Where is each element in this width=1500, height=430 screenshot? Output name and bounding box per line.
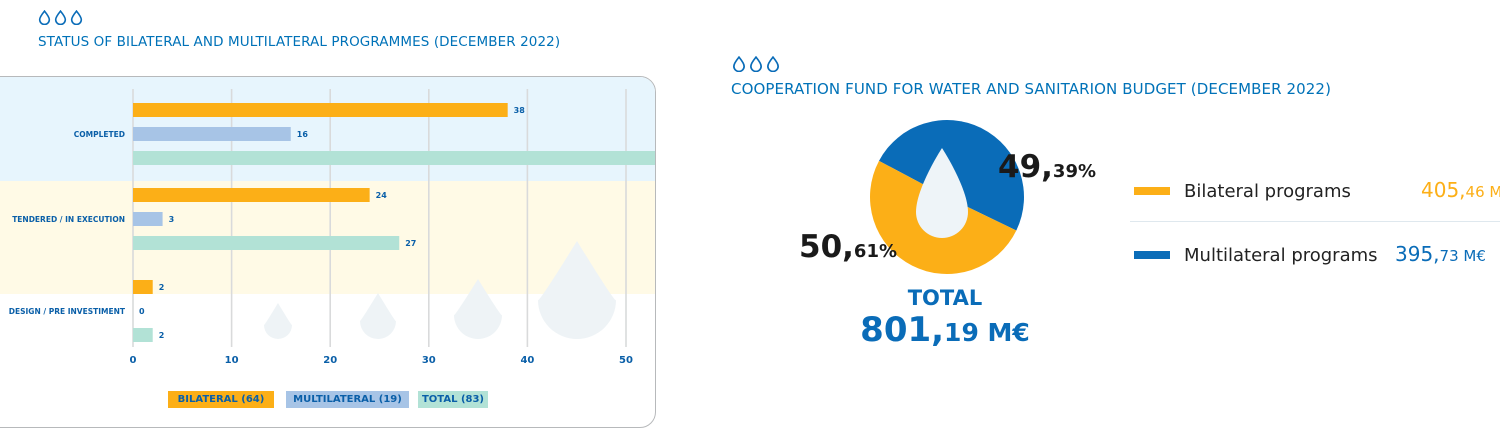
bar — [133, 236, 400, 250]
bar — [133, 212, 163, 226]
water-drops-icon — [38, 10, 83, 25]
total-integer: 801, — [860, 310, 945, 350]
category-label: TENDERED / IN EXECUTION — [12, 215, 125, 224]
bilateral-programs-label: Bilateral programs — [1184, 180, 1351, 202]
bar-value-label: 24 — [376, 191, 388, 200]
legend-bilateral: BILATERAL (64) — [168, 391, 274, 408]
multilateral-swatch — [1134, 251, 1170, 259]
bar — [133, 151, 655, 165]
x-tick-label: 10 — [225, 355, 239, 366]
bar-value-label: 0 — [139, 307, 145, 316]
total-label: TOTAL — [907, 286, 983, 310]
decorative-drop-icon — [454, 279, 502, 339]
bilateral-amount-decimal: 46 M€ — [1465, 183, 1500, 201]
x-tick-label: 0 — [130, 355, 137, 366]
legend-multilateral: MULTILATERAL (19) — [286, 391, 409, 408]
right-chart-title: COOPERATION FUND FOR WATER AND SANITARIO… — [731, 80, 1332, 98]
bar — [133, 328, 153, 342]
multilateral-amount-integer: 395, — [1395, 242, 1440, 266]
multilateral-amount-decimal: 73 M€ — [1439, 247, 1486, 265]
bilateral-pct-integer: 50, — [799, 229, 854, 265]
multilateral-amount: 395,73 M€ — [1395, 242, 1486, 266]
bar-chart-card: 01020304050381654COMPLETED24327TENDERED … — [0, 76, 656, 428]
multilateral-pct-decimal: 39% — [1052, 161, 1097, 182]
bar — [133, 103, 508, 117]
decorative-drop-icon — [360, 293, 396, 339]
bilateral-percentage: 50,61% — [799, 229, 897, 265]
pie-chart — [869, 120, 1024, 275]
bar — [133, 127, 291, 141]
water-drop-icon — [916, 148, 968, 238]
bar-value-label: 2 — [159, 283, 165, 292]
category-label: DESIGN / PRE INVESTIMENT — [9, 307, 126, 316]
multilateral-programs-label: Multilateral programs — [1184, 244, 1378, 266]
category-label: COMPLETED — [74, 130, 125, 139]
bar-value-label: 38 — [514, 106, 526, 115]
legend-divider — [1130, 221, 1500, 222]
x-tick-label: 20 — [323, 355, 337, 366]
bar — [133, 188, 370, 202]
decorative-drop-icon — [538, 241, 616, 339]
bar-value-label: 3 — [169, 215, 175, 224]
decorative-drop-icon — [264, 303, 292, 339]
bar-value-label: 27 — [405, 239, 416, 248]
x-tick-label: 40 — [520, 355, 534, 366]
bar-chart: 01020304050381654COMPLETED24327TENDERED … — [0, 77, 655, 366]
multilateral-pct-integer: 49, — [998, 149, 1053, 185]
total-decimal: 19 M€ — [944, 318, 1030, 347]
x-tick-label: 30 — [422, 355, 436, 366]
x-tick-label: 50 — [619, 355, 633, 366]
total-value: 801,19 M€ — [830, 310, 1060, 350]
bilateral-amount-integer: 405, — [1421, 178, 1466, 202]
category-band — [0, 77, 655, 181]
bilateral-pct-decimal: 61% — [853, 241, 898, 262]
legend-row-multilateral: Multilateral programs — [1134, 242, 1378, 268]
legend-row-bilateral: Bilateral programs — [1134, 178, 1351, 204]
bar-value-label: 16 — [297, 130, 309, 139]
bar-value-label: 2 — [159, 331, 165, 340]
bilateral-swatch — [1134, 187, 1170, 195]
left-chart-title: STATUS OF BILATERAL AND MULTILATERAL PRO… — [38, 34, 561, 50]
legend-total: TOTAL (83) — [418, 391, 488, 408]
multilateral-percentage: 49,39% — [998, 149, 1096, 185]
bilateral-amount: 405,46 M€ — [1421, 178, 1500, 202]
bar — [133, 280, 153, 294]
water-drops-icon — [732, 56, 780, 72]
